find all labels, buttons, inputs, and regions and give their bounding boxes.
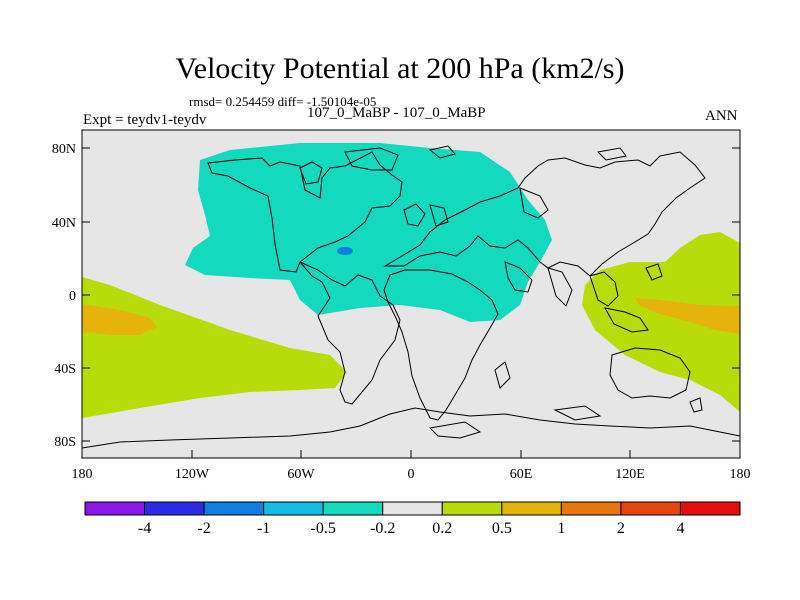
colorbar-swatch <box>441 501 503 516</box>
colorbar-label: 4 <box>676 520 684 537</box>
experiment-label: Expt = teydv1-teydv <box>83 112 207 128</box>
lon-label-180w: 180 <box>72 467 93 482</box>
positive-anomaly-east <box>582 232 740 412</box>
colorbar-label: 1 <box>557 520 565 537</box>
positive-anomaly-west <box>82 277 347 418</box>
lat-label-80s: 80S <box>54 435 76 450</box>
rmsd-diff-stats: rmsd= 0.254459 diff= -1.50104e-05 <box>189 94 377 109</box>
colorbar-label: -0.5 <box>311 520 336 537</box>
lon-label-60w: 60W <box>287 467 315 482</box>
local-minimum-spot <box>337 247 353 255</box>
lon-label-60e: 60E <box>510 467 533 482</box>
axis-ticks <box>81 147 741 458</box>
colorbar-swatch <box>620 501 681 516</box>
lat-label-40s: 40S <box>54 362 76 377</box>
colorbar-swatch <box>322 501 384 516</box>
colorbar-swatch <box>501 501 562 516</box>
colorbar-label: 0.5 <box>492 520 512 537</box>
colorbar-label: -0.2 <box>370 520 395 537</box>
lat-label-40n: 40N <box>52 216 76 231</box>
colorbar-swatch <box>203 501 265 516</box>
lon-label-0: 0 <box>408 467 415 482</box>
orange-core-east <box>635 298 740 334</box>
colorbar-swatch <box>263 501 324 516</box>
colorbar-swatch <box>382 501 443 516</box>
colorbar-swatch <box>144 501 205 516</box>
colorbar-label: -1 <box>257 520 270 537</box>
colorbar: -4 -2 -1 -0.5 -0.2 0.2 0.5 1 2 4 <box>84 501 741 537</box>
orange-core-west <box>82 304 157 335</box>
colorbar-label: -4 <box>138 520 151 537</box>
colorbar-label: 0.2 <box>432 520 452 537</box>
lat-label-80n: 80N <box>52 142 76 157</box>
negative-anomaly-region <box>185 143 552 322</box>
coastlines <box>82 145 740 449</box>
colorbar-label: 2 <box>617 520 625 537</box>
colorbar-swatch <box>84 501 146 516</box>
lon-label-180e: 180 <box>730 467 751 482</box>
lon-label-120e: 120E <box>615 467 645 482</box>
plot-title: Velocity Potential at 200 hPa (km2/s) <box>175 52 625 85</box>
colorbar-swatch <box>679 501 741 516</box>
season-label: ANN <box>705 108 738 124</box>
colorbar-label: -2 <box>197 520 210 537</box>
case-names: 107_0_MaBP - 107_0_MaBP <box>307 105 486 121</box>
colorbar-swatch <box>560 501 622 516</box>
lon-label-120w: 120W <box>175 467 210 482</box>
lat-label-0: 0 <box>69 289 76 304</box>
